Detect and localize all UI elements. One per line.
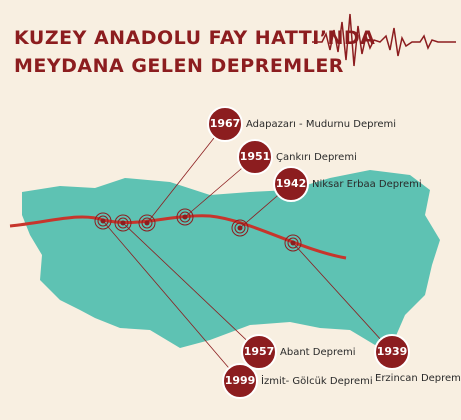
epicenter-ring: [97, 215, 109, 227]
fault-line: [9, 214, 347, 260]
year-badge: [273, 166, 309, 202]
leader-line: [146, 123, 226, 224]
epicenter-ring: [117, 217, 129, 229]
event-label: Erzincan Depremi: [375, 373, 461, 384]
epicenter-ring: [114, 214, 132, 232]
year-badge: [374, 334, 410, 370]
epicenter-ring: [179, 211, 191, 223]
epicenter-ring: [94, 212, 112, 230]
epicenter-ring: [176, 208, 194, 226]
year: 1999: [225, 374, 256, 387]
epicenter: [182, 214, 188, 220]
event-label: Abant Depremi: [280, 347, 356, 358]
leader-line: [102, 220, 241, 382]
event-label: Niksar Erbaa Depremi: [312, 179, 422, 190]
year-badge: [222, 363, 258, 399]
title-line: KUZEY ANADOLU FAY HATTI’NDA: [14, 27, 375, 49]
epicenter-ring: [138, 214, 156, 232]
epicenter: [120, 220, 126, 226]
epicenter-ring: [287, 237, 299, 249]
event-label: Çankırı Depremi: [276, 152, 357, 163]
epicenter: [290, 240, 296, 246]
year-badge: [237, 139, 273, 175]
year-badge: [207, 106, 243, 142]
year: 1939: [377, 345, 408, 358]
year: 1951: [240, 150, 271, 163]
year: 1957: [244, 345, 275, 358]
epicenter-ring: [231, 219, 249, 237]
seismograph: [312, 13, 456, 67]
year: 1942: [276, 177, 307, 190]
events: 1967 Adapazarı - Mudurnu Depremi 1951 Çankı…: [94, 106, 461, 399]
epicenter: [237, 225, 243, 231]
epicenter: [144, 220, 150, 226]
year: 1967: [210, 117, 241, 130]
epicenter: [100, 218, 106, 224]
map-turkey: [22, 170, 440, 348]
epicenter-ring: [234, 222, 246, 234]
event-label: Adapazarı - Mudurnu Depremi: [246, 119, 396, 130]
event-label: İzmit- Gölcük Depremi: [261, 374, 373, 387]
epicenter-ring: [284, 234, 302, 252]
epicenter-ring: [141, 217, 153, 229]
year-badge: [241, 334, 277, 370]
title-line: MEYDANA GELEN DEPREMLER: [14, 55, 344, 77]
leader-line: [292, 242, 393, 353]
leader-line: [122, 222, 260, 353]
